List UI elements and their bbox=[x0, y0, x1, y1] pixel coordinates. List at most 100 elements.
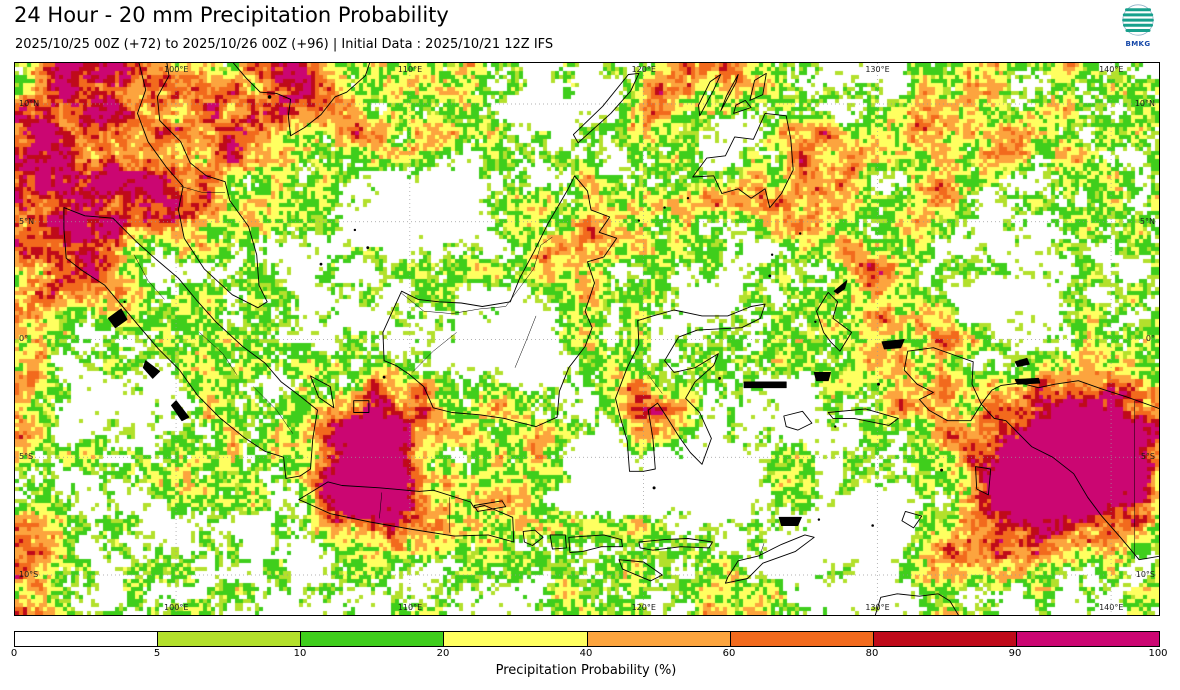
coastline bbox=[638, 538, 713, 551]
island-dot bbox=[366, 246, 370, 250]
coastline bbox=[298, 481, 515, 543]
lon-label-top: 120°E bbox=[631, 65, 656, 74]
coastline bbox=[783, 410, 813, 431]
country-border bbox=[180, 186, 226, 193]
island-dot bbox=[834, 425, 837, 428]
colorbar-segment bbox=[444, 632, 588, 646]
coastline bbox=[743, 381, 787, 389]
coastline bbox=[833, 280, 848, 294]
coastline bbox=[901, 510, 923, 529]
colorbar-segment bbox=[587, 632, 731, 646]
coastline bbox=[733, 99, 752, 114]
country-border bbox=[379, 492, 383, 519]
coastline bbox=[572, 72, 640, 144]
coastline bbox=[170, 400, 190, 422]
colorbar-ticks: 0 5 10 20 40 60 80 90 100 bbox=[10, 648, 1168, 660]
island-dot bbox=[637, 219, 641, 222]
island-dot bbox=[353, 228, 357, 232]
coastline bbox=[816, 291, 853, 352]
lat-label-right: 5°S bbox=[1140, 452, 1155, 462]
coastline bbox=[813, 371, 832, 382]
colorbar-tick-label: 60 bbox=[722, 648, 736, 659]
coastline bbox=[692, 112, 794, 209]
island-dot bbox=[123, 300, 126, 303]
coastline bbox=[142, 360, 161, 379]
coastline bbox=[881, 339, 905, 350]
coastline bbox=[980, 380, 1159, 561]
coastline bbox=[522, 529, 544, 546]
bmkg-logo: BMKG bbox=[1118, 3, 1158, 48]
coastline bbox=[975, 466, 992, 496]
country-border bbox=[253, 386, 294, 434]
lon-label-bottom: 130°E bbox=[865, 603, 890, 612]
coastline bbox=[874, 593, 959, 615]
lat-label-right: 0° bbox=[1145, 334, 1155, 344]
map-container: 100°E 100°E 110°E 110°E 120°E 120°E 130°E 130°E… bbox=[14, 62, 1160, 616]
coastline bbox=[107, 308, 128, 329]
lon-label-bottom: 120°E bbox=[631, 603, 656, 612]
island-dot bbox=[663, 206, 666, 209]
coastline bbox=[353, 400, 370, 413]
lat-label-right: 5°N bbox=[1139, 216, 1155, 226]
colorbar-tick-label: 20 bbox=[436, 648, 450, 659]
country-border bbox=[514, 315, 537, 368]
colorbar-segment bbox=[1016, 632, 1159, 646]
coastline bbox=[1014, 377, 1041, 385]
lon-label-bottom: 140°E bbox=[1099, 603, 1124, 612]
country-border bbox=[412, 332, 457, 373]
colorbar bbox=[14, 631, 1160, 647]
coastline bbox=[137, 63, 268, 309]
colorbar-tick-label: 10 bbox=[293, 648, 307, 659]
coastline bbox=[618, 559, 663, 582]
page-title: 24 Hour - 20 mm Precipitation Probabilit… bbox=[14, 3, 449, 27]
subtitle: 2025/10/25 00Z (+72) to 2025/10/26 00Z (… bbox=[15, 37, 554, 52]
colorbar-tick-label: 100 bbox=[1148, 648, 1168, 659]
coastline bbox=[724, 534, 815, 584]
lon-label-top: 140°E bbox=[1099, 65, 1124, 74]
coastline bbox=[63, 207, 318, 479]
lon-label-top: 130°E bbox=[865, 65, 890, 74]
coastline bbox=[778, 516, 802, 526]
island-dot bbox=[718, 376, 721, 380]
colorbar-segment bbox=[873, 632, 1017, 646]
island-dot bbox=[382, 375, 386, 379]
lat-label-right: 10°S bbox=[1135, 569, 1155, 579]
lat-label-left: 10°N bbox=[19, 98, 40, 108]
lon-label-top: 110°E bbox=[397, 65, 423, 74]
colorbar-label: Precipitation Probability (%) bbox=[495, 663, 677, 678]
lat-label-left: 5°S bbox=[19, 452, 34, 462]
colorbar-tick-label: 0 bbox=[10, 648, 18, 659]
map-overlay bbox=[15, 63, 1159, 615]
coastline bbox=[749, 72, 767, 101]
lon-label-top: 100°E bbox=[164, 65, 189, 74]
coastline bbox=[615, 303, 766, 472]
lon-label-bottom: 100°E bbox=[164, 603, 189, 612]
island-dot bbox=[876, 382, 880, 386]
island-dot bbox=[770, 253, 774, 256]
coastline bbox=[473, 500, 507, 512]
lat-label-left: 0° bbox=[19, 334, 29, 344]
lat-label-left: 10°S bbox=[19, 569, 39, 579]
colorbar-tick-label: 90 bbox=[1008, 648, 1022, 659]
island-dot bbox=[768, 274, 772, 278]
coastline bbox=[232, 63, 371, 137]
colorbar-tick-label: 5 bbox=[153, 648, 161, 659]
coastline bbox=[698, 74, 722, 117]
island-dot bbox=[652, 486, 656, 490]
coastline bbox=[720, 74, 739, 112]
coastline bbox=[827, 408, 899, 426]
colorbar-segment bbox=[301, 632, 445, 646]
colorbar-tick-label: 80 bbox=[865, 648, 879, 659]
country-border bbox=[400, 236, 553, 314]
country-border bbox=[648, 374, 663, 394]
island-dot bbox=[686, 196, 690, 200]
coastline bbox=[310, 375, 335, 409]
coastline bbox=[1014, 357, 1030, 368]
coastline bbox=[568, 534, 623, 554]
country-border bbox=[133, 254, 165, 300]
colorbar-segment bbox=[730, 632, 874, 646]
country-border bbox=[199, 332, 238, 375]
island-dot bbox=[319, 262, 323, 266]
island-dot bbox=[814, 320, 817, 324]
